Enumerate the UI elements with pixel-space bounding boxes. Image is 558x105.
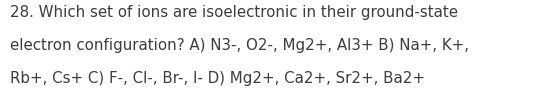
Text: electron configuration? A) N3-, O2-, Mg2+, Al3+ B) Na+, K+,: electron configuration? A) N3-, O2-, Mg2… (10, 38, 469, 53)
Text: 28. Which set of ions are isoelectronic in their ground-state: 28. Which set of ions are isoelectronic … (10, 5, 458, 20)
Text: Rb+, Cs+ C) F-, Cl-, Br-, I- D) Mg2+, Ca2+, Sr2+, Ba2+: Rb+, Cs+ C) F-, Cl-, Br-, I- D) Mg2+, Ca… (10, 71, 425, 86)
